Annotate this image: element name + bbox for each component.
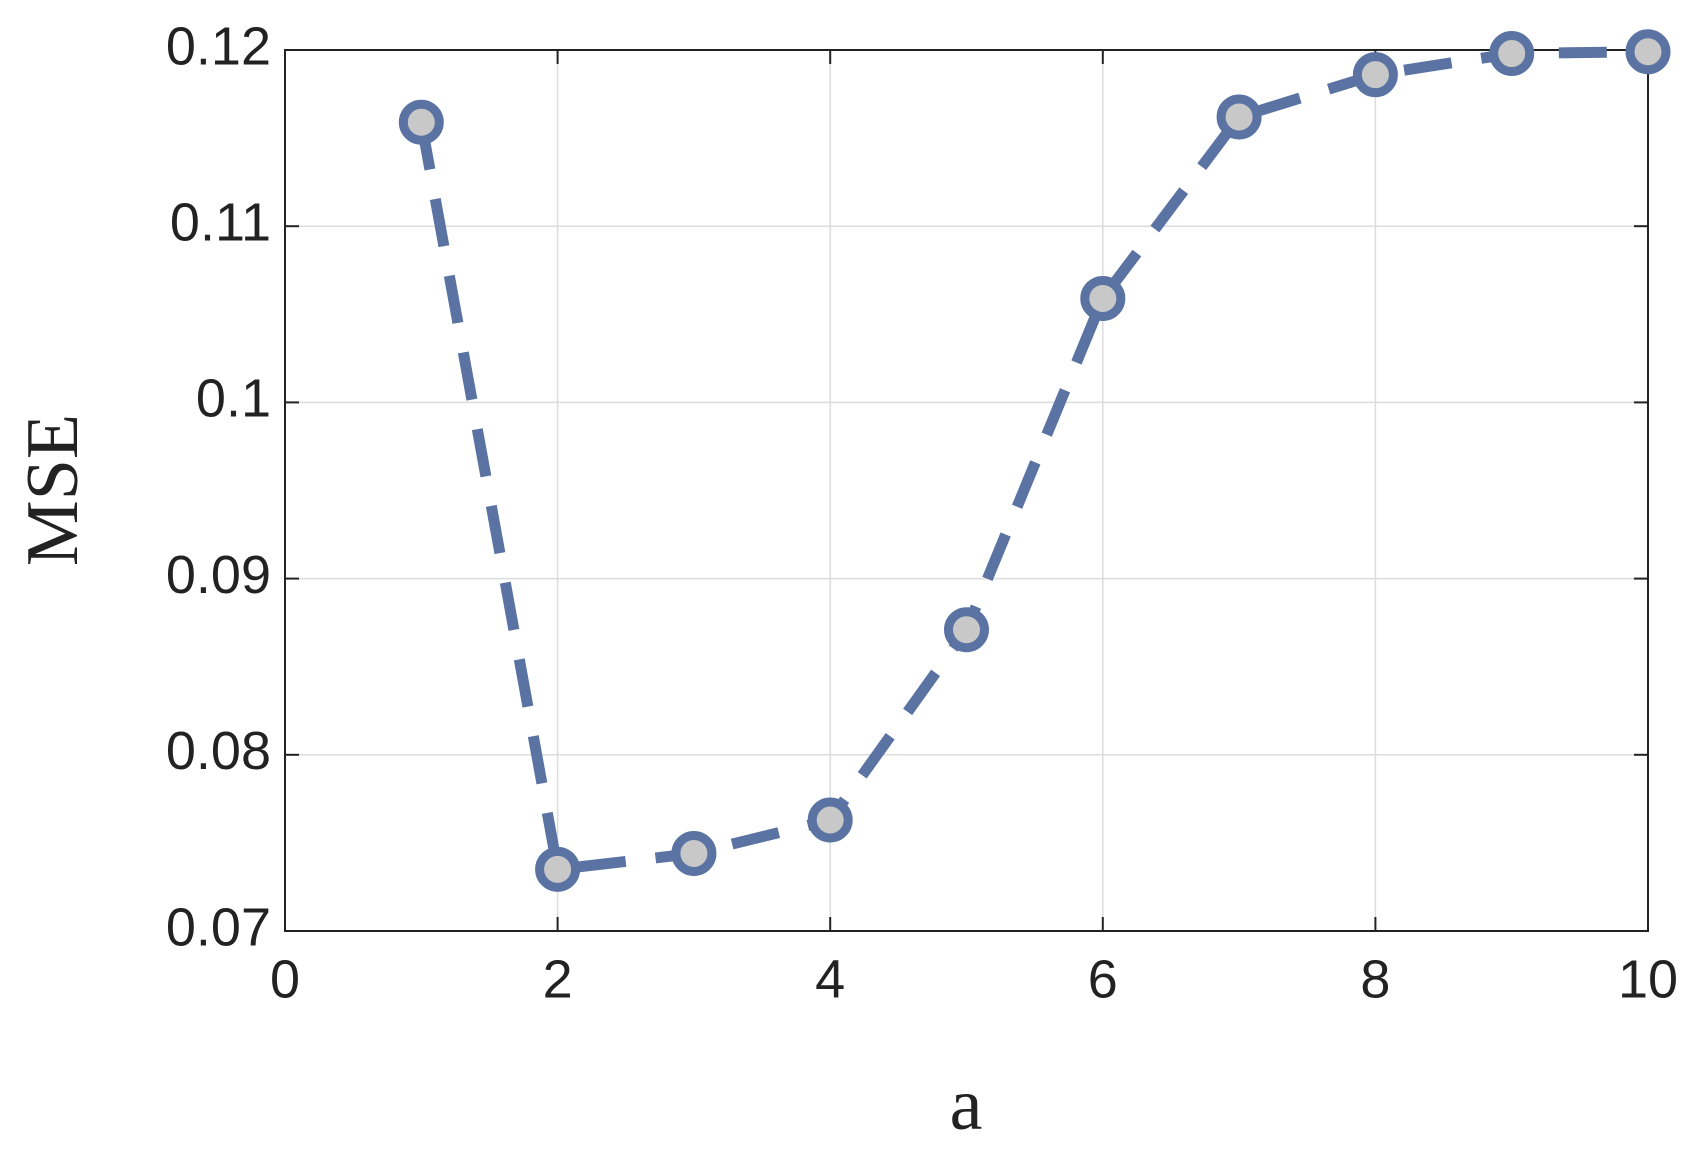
x-tick-label: 8 [1360,949,1390,1009]
y-tick-label: 0.12 [166,16,271,76]
data-point [944,607,989,653]
y-tick-label: 0.08 [166,721,271,781]
x-tick-label: 4 [815,949,845,1009]
data-point [1489,31,1535,77]
y-tick-label: 0.11 [170,192,271,252]
y-axis-label: MSE [12,414,94,566]
plot-frame [284,49,1649,932]
y-tick-label: 0.09 [166,545,271,605]
x-tick-label: 2 [543,949,573,1009]
x-tick-label: 6 [1088,949,1118,1009]
x-axis-label: a [950,1064,983,1146]
y-tick-label: 0.1 [196,369,271,429]
data-point [1352,52,1398,98]
data-line [415,46,1649,876]
x-tick-label: 10 [1618,949,1678,1009]
y-tick-label: 0.07 [166,897,271,957]
data-point [671,830,717,876]
data-point [1080,275,1126,321]
data-point [807,797,853,843]
data-point [1625,29,1671,75]
data-point [1216,94,1262,140]
data-point [535,846,581,892]
data-point [398,99,444,145]
x-tick-label: 0 [270,949,300,1009]
